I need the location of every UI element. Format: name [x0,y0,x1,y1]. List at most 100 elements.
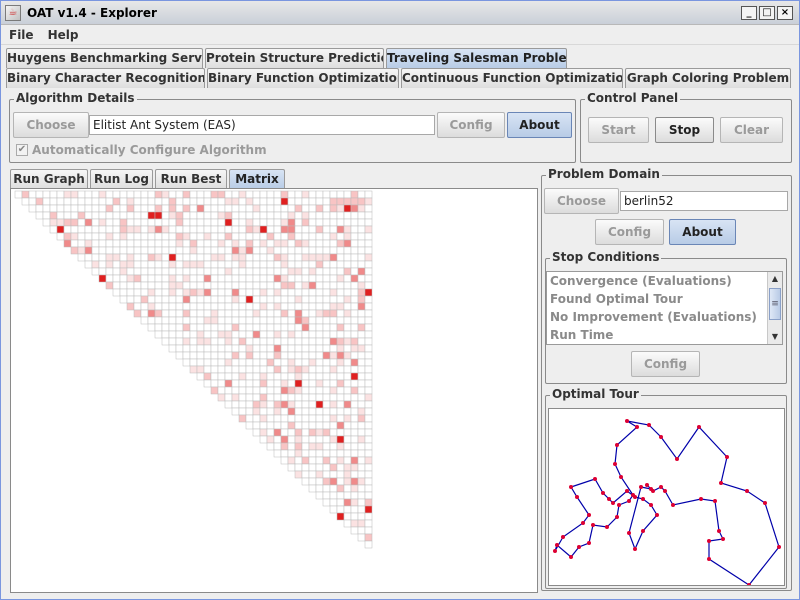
matrix-cell [350,316,359,325]
matrix-cell [105,239,114,248]
matrix-cell [35,190,44,199]
list-item[interactable]: No Improvement (Evaluations) [550,310,757,324]
matrix-cell [336,484,345,493]
matrix-cell [35,197,44,206]
algorithm-name-field[interactable]: Elitist Ant System (EAS) [89,115,435,135]
matrix-cell [49,197,58,206]
matrix-cell [350,218,359,227]
stop-button[interactable]: Stop [655,117,714,143]
matrix-cell [224,386,233,395]
matrix-cell [308,372,317,381]
matrix-cell [126,302,135,311]
tab-run-best[interactable]: Run Best [155,169,227,189]
matrix-cell [245,225,254,234]
matrix-cell [147,190,156,199]
list-item[interactable]: Convergence (Evaluations) [550,274,732,288]
matrix-cell [301,470,310,479]
matrix-cell [133,246,142,255]
minimize-button[interactable]: _ [741,6,757,20]
list-item[interactable]: Found Optimal Tour [550,292,683,306]
tab-traveling-salesman-problem[interactable]: Traveling Salesman Problem [386,48,567,68]
matrix-cell [224,372,233,381]
algorithm-config-button[interactable]: Config [437,112,505,138]
tab-run-log[interactable]: Run Log [90,169,153,189]
tab-graph-coloring-problem[interactable]: Graph Coloring Problem [625,68,791,88]
problem-choose-button[interactable]: Choose [544,188,619,214]
list-item[interactable]: Run Time [550,328,614,342]
matrix-cell [245,351,254,360]
matrix-cell [336,232,345,241]
matrix-cell [175,295,184,304]
tab-binary-function-optimization[interactable]: Binary Function Optimization [207,68,399,88]
menu-file[interactable]: File [9,27,34,42]
matrix-cell [168,218,177,227]
tab-run-graph[interactable]: Run Graph [10,169,88,189]
scroll-up-icon[interactable]: ▲ [771,274,779,283]
matrix-cell [329,316,338,325]
matrix-cell [357,218,366,227]
matrix-cell [175,316,184,325]
tab-protein-structure-prediction[interactable]: Protein Structure Prediction [205,48,384,68]
matrix-cell [238,218,247,227]
problem-about-button[interactable]: About [669,219,736,245]
matrix-cell [329,498,338,507]
maximize-button[interactable]: □ [759,6,775,20]
problem-name-field[interactable]: berlin52 [620,191,788,211]
matrix-cell [343,519,352,528]
matrix-cell [210,309,219,318]
matrix-cell [126,239,135,248]
matrix-cell [301,330,310,339]
algorithm-about-button[interactable]: About [507,112,572,138]
stop-conditions-legend: Stop Conditions [550,250,662,264]
tab-matrix[interactable]: Matrix [229,169,285,189]
matrix-cell [182,197,191,206]
matrix-cell [266,295,275,304]
matrix-cell [49,211,58,220]
matrix-cell [175,274,184,283]
matrix-cell [238,267,247,276]
tab-huygens-benchmarking-server[interactable]: Huygens Benchmarking Server [6,48,203,68]
matrix-cell [217,225,226,234]
matrix-cell [189,218,198,227]
stop-conditions-list[interactable]: Convergence (Evaluations) Found Optimal … [546,271,783,345]
problem-config-button[interactable]: Config [595,219,664,245]
matrix-cell [140,197,149,206]
matrix-cell [217,197,226,206]
matrix-cell [273,337,282,346]
matrix-cell [98,197,107,206]
auto-configure-checkbox[interactable]: ✔ [16,144,28,156]
matrix-cell [252,281,261,290]
matrix-cell [301,288,310,297]
stop-conditions-scrollbar[interactable]: ▲ ≡ ▼ [767,272,782,344]
tab-continuous-function-optimization[interactable]: Continuous Function Optimization [401,68,623,88]
matrix-cell [364,463,373,472]
close-button[interactable]: × [777,6,793,20]
matrix-cell [126,225,135,234]
tab-binary-character-recognition[interactable]: Binary Character Recognition [6,68,205,88]
matrix-cell [280,246,289,255]
matrix-cell [357,358,366,367]
matrix-cell [336,358,345,367]
matrix-cell [91,253,100,262]
menu-help[interactable]: Help [47,27,79,42]
tour-city-node [591,523,595,527]
algorithm-choose-button[interactable]: Choose [13,112,89,138]
matrix-cell [273,449,282,458]
stop-conditions-config-button[interactable]: Config [631,351,700,377]
matrix-cell [364,519,373,528]
auto-configure-row[interactable]: ✔ Automatically Configure Algorithm [16,143,267,157]
matrix-cell [308,435,317,444]
start-button[interactable]: Start [588,117,649,143]
matrix-cell [315,477,324,486]
clear-button[interactable]: Clear [720,117,783,143]
matrix-cell [329,302,338,311]
matrix-cell [287,449,296,458]
matrix-cell [252,204,261,213]
scroll-thumb[interactable]: ≡ [769,288,781,320]
matrix-cell [364,253,373,262]
title-bar[interactable]: ☕ OAT v1.4 - Explorer _ □ × [1,1,799,25]
tour-city-node [697,425,701,429]
matrix-cell [126,232,135,241]
scroll-down-icon[interactable]: ▼ [771,332,779,341]
matrix-cell [203,246,212,255]
